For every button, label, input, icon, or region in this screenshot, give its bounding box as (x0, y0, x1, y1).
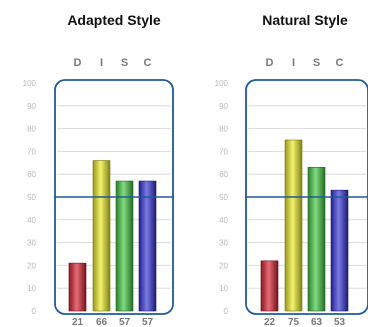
value-label-s: 63 (311, 317, 323, 327)
y-tick-label: 20 (27, 261, 36, 270)
y-tick-label: 0 (32, 307, 37, 316)
category-label-d: D (266, 57, 274, 69)
y-tick-label: 40 (27, 216, 36, 225)
y-tick-label: 50 (219, 193, 228, 202)
y-tick-label: 10 (27, 284, 36, 293)
y-tick-label: 80 (27, 125, 36, 134)
category-label-c: C (336, 57, 344, 69)
chart-frame (54, 79, 174, 315)
y-tick-label: 30 (219, 239, 228, 248)
bar-s (307, 167, 326, 312)
bar-c (138, 180, 157, 312)
y-tick-label: 100 (23, 79, 37, 88)
y-tick-label: 90 (219, 102, 228, 111)
y-tick-label: 20 (219, 261, 228, 270)
bar-d (68, 262, 87, 312)
chart-title: Natural Style (262, 12, 348, 28)
chart-natural-style: Natural Style 0 10 20 30 40 50 60 70 80 90 100 D 22 I… (215, 12, 368, 327)
y-tick-label: 0 (224, 307, 229, 316)
bar-i (284, 139, 303, 312)
y-tick-label: 70 (27, 147, 36, 156)
category-label-i: I (292, 57, 295, 69)
bar-c (330, 189, 349, 312)
category-label-s: S (121, 57, 128, 69)
y-tick-label: 60 (219, 170, 228, 179)
value-label-d: 22 (264, 317, 276, 327)
y-tick-label: 40 (219, 216, 228, 225)
y-tick-label: 10 (219, 284, 228, 293)
y-tick-label: 30 (27, 239, 36, 248)
category-label-s: S (313, 57, 320, 69)
bar-i (92, 160, 111, 312)
bar-s (115, 180, 134, 312)
chart-title: Adapted Style (67, 12, 161, 28)
value-label-i: 75 (288, 317, 300, 327)
value-label-c: 53 (334, 317, 346, 327)
y-tick-label: 70 (219, 147, 228, 156)
y-tick-label: 50 (27, 193, 36, 202)
y-tick-label: 90 (27, 102, 36, 111)
value-label-i: 66 (96, 317, 108, 327)
y-tick-label: 100 (215, 79, 229, 88)
category-label-c: C (144, 57, 152, 69)
category-label-d: D (74, 57, 82, 69)
chart-frame (245, 79, 368, 315)
chart-adapted-style: Adapted Style 0 10 20 30 40 50 60 70 80 90 100 D 21 I… (23, 12, 174, 327)
bar-d (260, 260, 279, 312)
y-tick-label: 60 (27, 170, 36, 179)
value-label-s: 57 (119, 317, 131, 327)
category-label-i: I (100, 57, 103, 69)
y-tick-label: 80 (219, 125, 228, 134)
value-label-c: 57 (142, 317, 154, 327)
value-label-d: 21 (72, 317, 84, 327)
